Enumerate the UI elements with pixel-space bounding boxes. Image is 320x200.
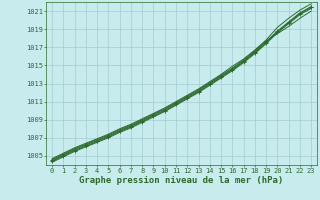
X-axis label: Graphe pression niveau de la mer (hPa): Graphe pression niveau de la mer (hPa) (79, 176, 284, 185)
